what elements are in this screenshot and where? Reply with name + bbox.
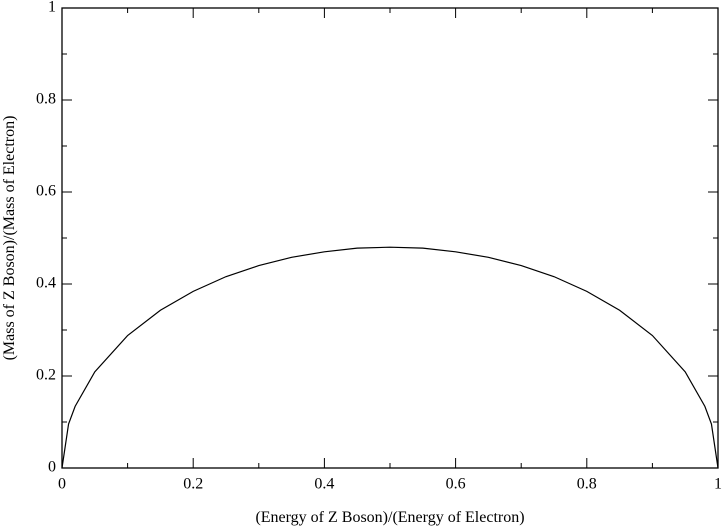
plot-frame bbox=[61, 7, 719, 469]
x-tick-label: 0.8 bbox=[577, 476, 597, 493]
x-tick-label: 0.2 bbox=[183, 476, 203, 493]
x-tick-label: 0.4 bbox=[314, 476, 334, 493]
y-tick-label: 1 bbox=[48, 0, 56, 16]
x-tick-label: 0.6 bbox=[446, 476, 466, 493]
data-line bbox=[61, 246, 719, 469]
x-tick-label: 0 bbox=[58, 476, 66, 493]
y-tick-label: 0.8 bbox=[36, 91, 56, 108]
x-axis-label: (Energy of Z Boson)/(Energy of Electron) bbox=[255, 509, 524, 526]
x-tick-label: 1 bbox=[714, 476, 722, 493]
y-tick-label: 0.6 bbox=[36, 183, 56, 200]
y-tick-label: 0.4 bbox=[36, 275, 56, 292]
y-tick-label: 0 bbox=[48, 459, 56, 476]
y-tick-label: 0.2 bbox=[36, 367, 56, 384]
y-axis-label: (Mass of Z Boson)/(Mass of Electron) bbox=[1, 116, 18, 361]
